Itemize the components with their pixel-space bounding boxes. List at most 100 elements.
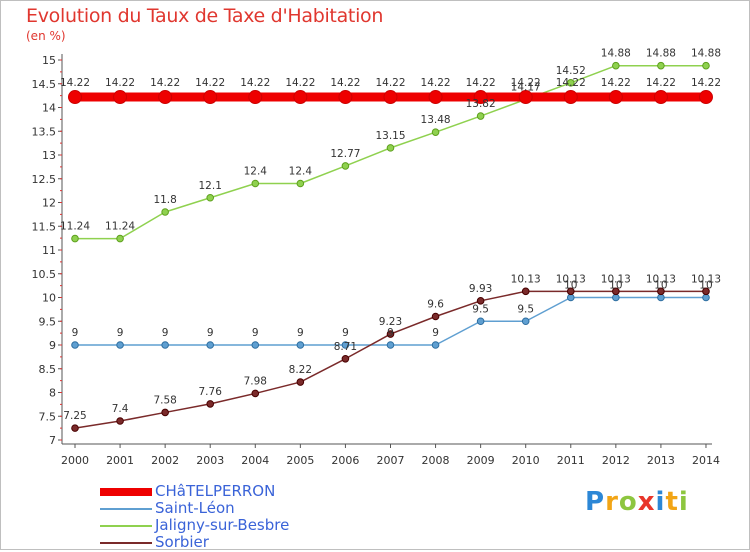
data-label-saint-leon: 10: [609, 280, 622, 292]
data-label-sorbier: 9.23: [379, 316, 402, 328]
data-label-chatelperron: 14.22: [466, 77, 496, 89]
data-point-jaligny: [612, 61, 620, 70]
data-point-chatelperron: [428, 90, 443, 105]
data-label-jaligny: 14.88: [601, 48, 631, 60]
y-tick-label: 7.5: [39, 410, 57, 423]
data-label-chatelperron: 14.22: [195, 77, 225, 89]
data-point-saint-leon: [476, 317, 485, 326]
y-tick-label: 15: [42, 54, 56, 67]
y-tick-label: 14.5: [32, 78, 57, 91]
data-label-sorbier: 7.76: [199, 386, 223, 398]
legend-label: CHâTELPERRON: [155, 482, 276, 500]
data-label-saint-leon: 9: [387, 327, 394, 339]
data-label-saint-leon: 10: [564, 280, 577, 292]
x-tick-label: 2005: [286, 454, 314, 467]
data-label-sorbier: 7.4: [112, 403, 129, 415]
data-label-sorbier: 7.58: [153, 394, 176, 406]
legend-label: Sorbier: [155, 533, 209, 551]
data-label-chatelperron: 14.22: [105, 77, 135, 89]
data-label-sorbier: 10.13: [556, 273, 586, 285]
data-label-chatelperron: 14.22: [556, 77, 586, 89]
data-point-jaligny: [702, 61, 710, 70]
data-point-sorbier: [296, 378, 305, 386]
data-label-jaligny: 12.77: [330, 148, 360, 160]
data-point-jaligny: [71, 234, 79, 243]
y-tick-label: 10: [42, 292, 56, 305]
data-label-saint-leon: 10: [699, 280, 712, 292]
data-label-saint-leon: 9: [252, 327, 259, 339]
data-point-chatelperron: [338, 90, 353, 105]
data-label-chatelperron: 14.22: [421, 77, 451, 89]
data-point-jaligny: [566, 79, 575, 87]
data-label-chatelperron: 14.22: [646, 77, 676, 89]
data-point-jaligny: [116, 234, 124, 243]
data-point-sorbier: [161, 408, 169, 417]
data-point-jaligny: [431, 128, 440, 136]
x-tick-label: 2004: [241, 454, 269, 467]
data-label-jaligny: 14.88: [646, 48, 676, 60]
data-point-chatelperron: [158, 90, 173, 105]
data-point-chatelperron: [473, 90, 488, 105]
data-label-chatelperron: 14.22: [60, 77, 90, 89]
data-point-chatelperron: [608, 90, 623, 105]
legend-swatch: [100, 488, 152, 496]
data-point-saint-leon: [702, 293, 710, 302]
x-tick-label: 2000: [61, 454, 89, 467]
data-point-sorbier: [657, 287, 665, 296]
data-label-chatelperron: 14.22: [691, 77, 721, 89]
data-point-sorbier: [386, 330, 395, 338]
data-point-sorbier: [116, 417, 124, 425]
data-point-saint-leon: [71, 341, 79, 349]
data-label-chatelperron: 14.22: [150, 77, 180, 89]
data-point-saint-leon: [251, 341, 260, 349]
data-label-jaligny: 14.88: [691, 48, 721, 60]
data-point-jaligny: [657, 61, 665, 70]
data-point-chatelperron: [248, 90, 263, 105]
legend-swatch: [100, 542, 152, 544]
data-label-jaligny: 11.8: [153, 194, 176, 206]
y-tick-label: 11: [42, 244, 56, 257]
data-label-sorbier: 10.13: [601, 273, 631, 285]
data-point-saint-leon: [657, 293, 665, 302]
x-tick-label: 2001: [106, 454, 134, 467]
x-tick-label: 2008: [422, 454, 450, 467]
data-point-chatelperron: [518, 90, 533, 105]
data-label-jaligny: 12.4: [244, 166, 268, 178]
legend-item-sorbier: Sorbier: [100, 533, 400, 552]
data-label-chatelperron: 14.22: [285, 77, 315, 89]
data-point-chatelperron: [68, 90, 82, 105]
data-label-jaligny: 12.4: [289, 166, 313, 178]
data-point-sorbier: [702, 287, 710, 296]
brand-logo: Proxiti: [585, 487, 689, 517]
x-tick-label: 2011: [557, 454, 585, 467]
data-point-jaligny: [251, 179, 260, 188]
data-label-jaligny: 13.82: [466, 98, 496, 110]
y-tick-label: 12: [42, 197, 56, 210]
y-tick-label: 12.5: [32, 173, 57, 186]
data-point-chatelperron: [563, 90, 578, 105]
data-label-jaligny: 11.24: [105, 221, 135, 233]
data-point-jaligny: [161, 208, 169, 216]
x-tick-label: 2012: [602, 454, 630, 467]
legend-item-jaligny: Jaligny-sur-Besbre: [100, 516, 400, 535]
data-point-saint-leon: [521, 317, 530, 326]
x-tick-label: 2006: [331, 454, 359, 467]
data-point-sorbier: [251, 389, 260, 398]
y-tick-label: 9: [49, 339, 56, 352]
data-label-jaligny: 13.48: [421, 114, 451, 126]
chart-legend: CHâTELPERRON Saint-Léon Jaligny-sur-Besbre…: [100, 482, 400, 552]
data-point-sorbier: [71, 424, 79, 432]
data-label-saint-leon: 9: [117, 327, 124, 339]
data-label-saint-leon: 9: [432, 327, 439, 339]
data-point-saint-leon: [612, 293, 620, 302]
data-point-chatelperron: [698, 90, 713, 105]
legend-swatch: [100, 525, 152, 527]
data-label-chatelperron: 14.22: [375, 77, 405, 89]
y-tick-label: 10.5: [32, 268, 57, 281]
legend-swatch: [100, 508, 152, 510]
data-point-saint-leon: [386, 341, 395, 349]
data-point-chatelperron: [383, 90, 398, 105]
data-label-sorbier: 9.6: [427, 299, 444, 311]
data-label-sorbier: 10.13: [646, 273, 676, 285]
